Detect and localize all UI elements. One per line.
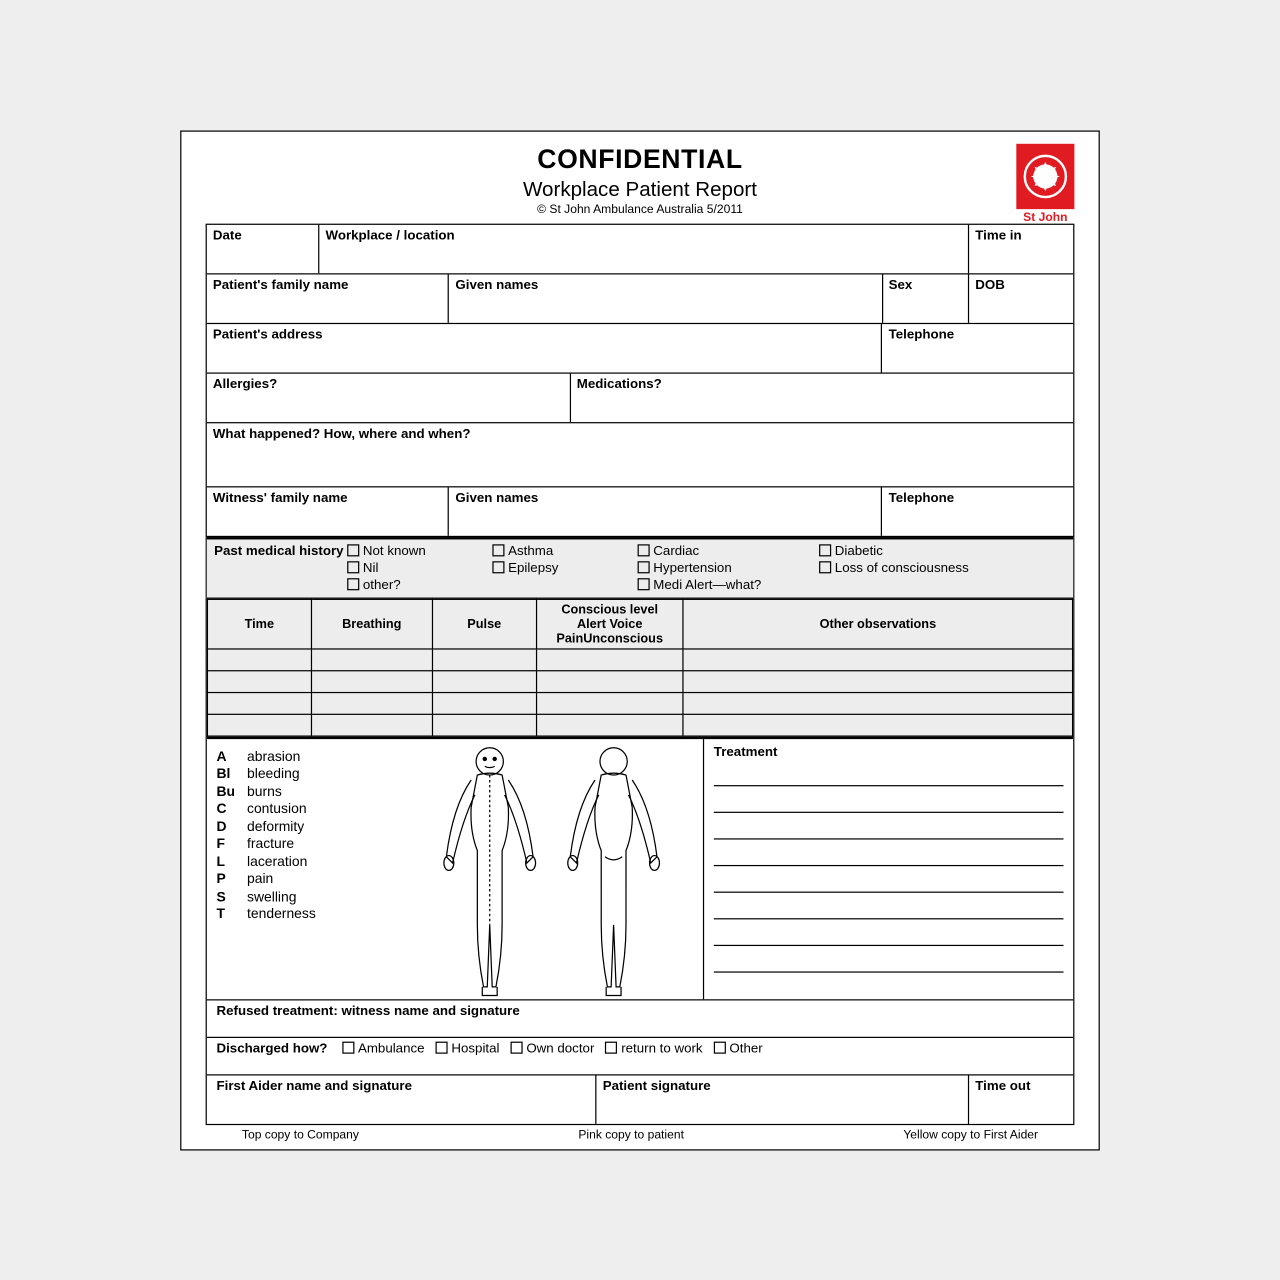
field-allergies[interactable]: Allergies? bbox=[207, 373, 571, 421]
section-pmh-obs: Past medical historyNot knownAsthmaCardi… bbox=[207, 537, 1073, 739]
footer: Top copy to Company Pink copy to patient… bbox=[206, 1125, 1075, 1142]
body-diagram-row: A abrasionBl bleedingBu burnsC contusion… bbox=[207, 739, 1073, 1000]
field-refused[interactable]: Refused treatment: witness name and sign… bbox=[207, 1000, 1073, 1036]
field-first-aider[interactable]: First Aider name and signature bbox=[207, 1075, 597, 1123]
field-what-happened[interactable]: What happened? How, where and when? bbox=[207, 423, 1073, 486]
pmh-block: Past medical historyNot knownAsthmaCardi… bbox=[207, 539, 1073, 597]
subtitle: Workplace Patient Report bbox=[206, 177, 1075, 201]
field-given-names[interactable]: Given names bbox=[449, 274, 882, 322]
footer-left: Top copy to Company bbox=[242, 1128, 359, 1141]
obs-table: TimeBreathingPulseConscious levelAlert V… bbox=[207, 597, 1073, 736]
footer-right: Yellow copy to First Aider bbox=[903, 1128, 1038, 1141]
field-date[interactable]: Date bbox=[207, 224, 320, 272]
field-witness-family[interactable]: Witness' family name bbox=[207, 487, 450, 535]
logo-icon bbox=[1016, 143, 1074, 208]
field-witness-given[interactable]: Given names bbox=[449, 487, 882, 535]
field-family-name[interactable]: Patient's family name bbox=[207, 274, 450, 322]
field-time-out[interactable]: Time out bbox=[969, 1075, 1073, 1123]
form-grid: Date Workplace / location Time in Patien… bbox=[206, 223, 1075, 1124]
logo-text: St John bbox=[1016, 211, 1074, 224]
footer-mid: Pink copy to patient bbox=[578, 1128, 684, 1141]
injury-legend: A abrasionBl bleedingBu burnsC contusion… bbox=[207, 739, 401, 999]
field-discharged: Discharged how? Ambulance Hospital Own d… bbox=[207, 1037, 1073, 1073]
field-medications[interactable]: Medications? bbox=[571, 373, 1073, 421]
field-time-in[interactable]: Time in bbox=[969, 224, 1073, 272]
field-sex[interactable]: Sex bbox=[883, 274, 970, 322]
report-form: CONFIDENTIAL Workplace Patient Report © … bbox=[180, 130, 1100, 1150]
copyright: © St John Ambulance Australia 5/2011 bbox=[206, 203, 1075, 216]
treatment-label: Treatment bbox=[714, 745, 778, 760]
title: CONFIDENTIAL bbox=[206, 143, 1075, 174]
treatment-block[interactable]: Treatment bbox=[703, 739, 1073, 999]
field-witness-phone[interactable]: Telephone bbox=[883, 487, 1074, 535]
field-patient-sig[interactable]: Patient signature bbox=[597, 1075, 970, 1123]
field-dob[interactable]: DOB bbox=[969, 274, 1073, 322]
field-address[interactable]: Patient's address bbox=[207, 324, 883, 372]
header: CONFIDENTIAL Workplace Patient Report © … bbox=[206, 143, 1075, 216]
body-diagram bbox=[400, 739, 703, 999]
logo: St John bbox=[1016, 143, 1074, 224]
field-workplace[interactable]: Workplace / location bbox=[319, 224, 969, 272]
field-telephone[interactable]: Telephone bbox=[883, 324, 1074, 372]
